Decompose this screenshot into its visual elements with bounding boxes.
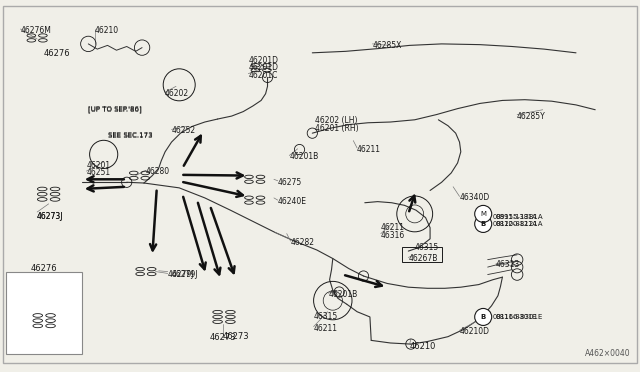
Text: 46201D: 46201D (248, 56, 278, 65)
Text: B: B (481, 221, 486, 227)
Circle shape (475, 205, 492, 222)
Text: 46315: 46315 (314, 312, 338, 321)
Bar (402, 247, 442, 262)
Text: 46276: 46276 (44, 49, 70, 58)
Text: 46211: 46211 (381, 223, 404, 232)
Text: 46210: 46210 (95, 26, 119, 35)
Text: 46279J: 46279J (168, 270, 194, 279)
Text: 46285X: 46285X (372, 41, 402, 50)
Text: 46275: 46275 (278, 178, 302, 187)
Text: 46276: 46276 (31, 264, 58, 273)
Text: 46240E: 46240E (278, 197, 307, 206)
Text: 46201C: 46201C (248, 71, 278, 80)
Text: 46285Y: 46285Y (517, 112, 546, 121)
Circle shape (475, 215, 492, 232)
Text: 46316: 46316 (381, 231, 405, 240)
Text: B: B (481, 314, 486, 320)
Text: A462×0040: A462×0040 (585, 349, 630, 358)
Text: 46210: 46210 (410, 342, 436, 351)
Text: 46211: 46211 (314, 324, 338, 333)
Text: 46201 (RH): 46201 (RH) (315, 124, 358, 133)
Text: 08116-8301E: 08116-8301E (496, 314, 543, 320)
Text: [UP TO SEP.'86]: [UP TO SEP.'86] (88, 106, 142, 113)
Text: [UP TO SEP.'86]: [UP TO SEP.'86] (88, 105, 142, 112)
Text: 46201: 46201 (86, 161, 111, 170)
Text: 46202 (LH): 46202 (LH) (315, 116, 357, 125)
Text: 46313: 46313 (496, 260, 520, 269)
Text: M: M (480, 211, 486, 217)
Circle shape (475, 308, 492, 326)
Text: 46201D: 46201D (248, 63, 278, 72)
Text: 46267B: 46267B (408, 254, 438, 263)
Text: 08915-1381A: 08915-1381A (496, 214, 543, 219)
Text: 46273J: 46273J (37, 212, 63, 221)
Text: SEE SEC.173: SEE SEC.173 (108, 133, 152, 139)
Text: 46201B: 46201B (289, 153, 319, 161)
Bar (6, 272, 82, 354)
Text: 08120-8121A: 08120-8121A (493, 221, 538, 227)
Text: 46340D: 46340D (460, 193, 490, 202)
Text: 46280: 46280 (146, 167, 170, 176)
Text: 46282: 46282 (291, 238, 315, 247)
Text: 08915-1381A: 08915-1381A (493, 214, 538, 219)
Text: SEE SEC.173: SEE SEC.173 (108, 132, 152, 138)
Text: 46201B: 46201B (328, 290, 358, 299)
Text: 46273: 46273 (209, 333, 236, 342)
Text: 46279J: 46279J (172, 270, 198, 279)
Text: 46273: 46273 (223, 332, 250, 341)
Text: 46273J: 46273J (37, 212, 63, 221)
Text: 46276M: 46276M (20, 26, 51, 35)
Text: 46211: 46211 (357, 145, 381, 154)
Text: 08116-8301E: 08116-8301E (493, 314, 537, 320)
Text: 46251: 46251 (86, 168, 111, 177)
Text: 46210D: 46210D (460, 327, 490, 336)
Text: 08120-8121A: 08120-8121A (496, 221, 543, 227)
Text: 46202: 46202 (165, 89, 189, 98)
Text: 46252: 46252 (172, 126, 196, 135)
Text: 46315: 46315 (415, 243, 439, 252)
